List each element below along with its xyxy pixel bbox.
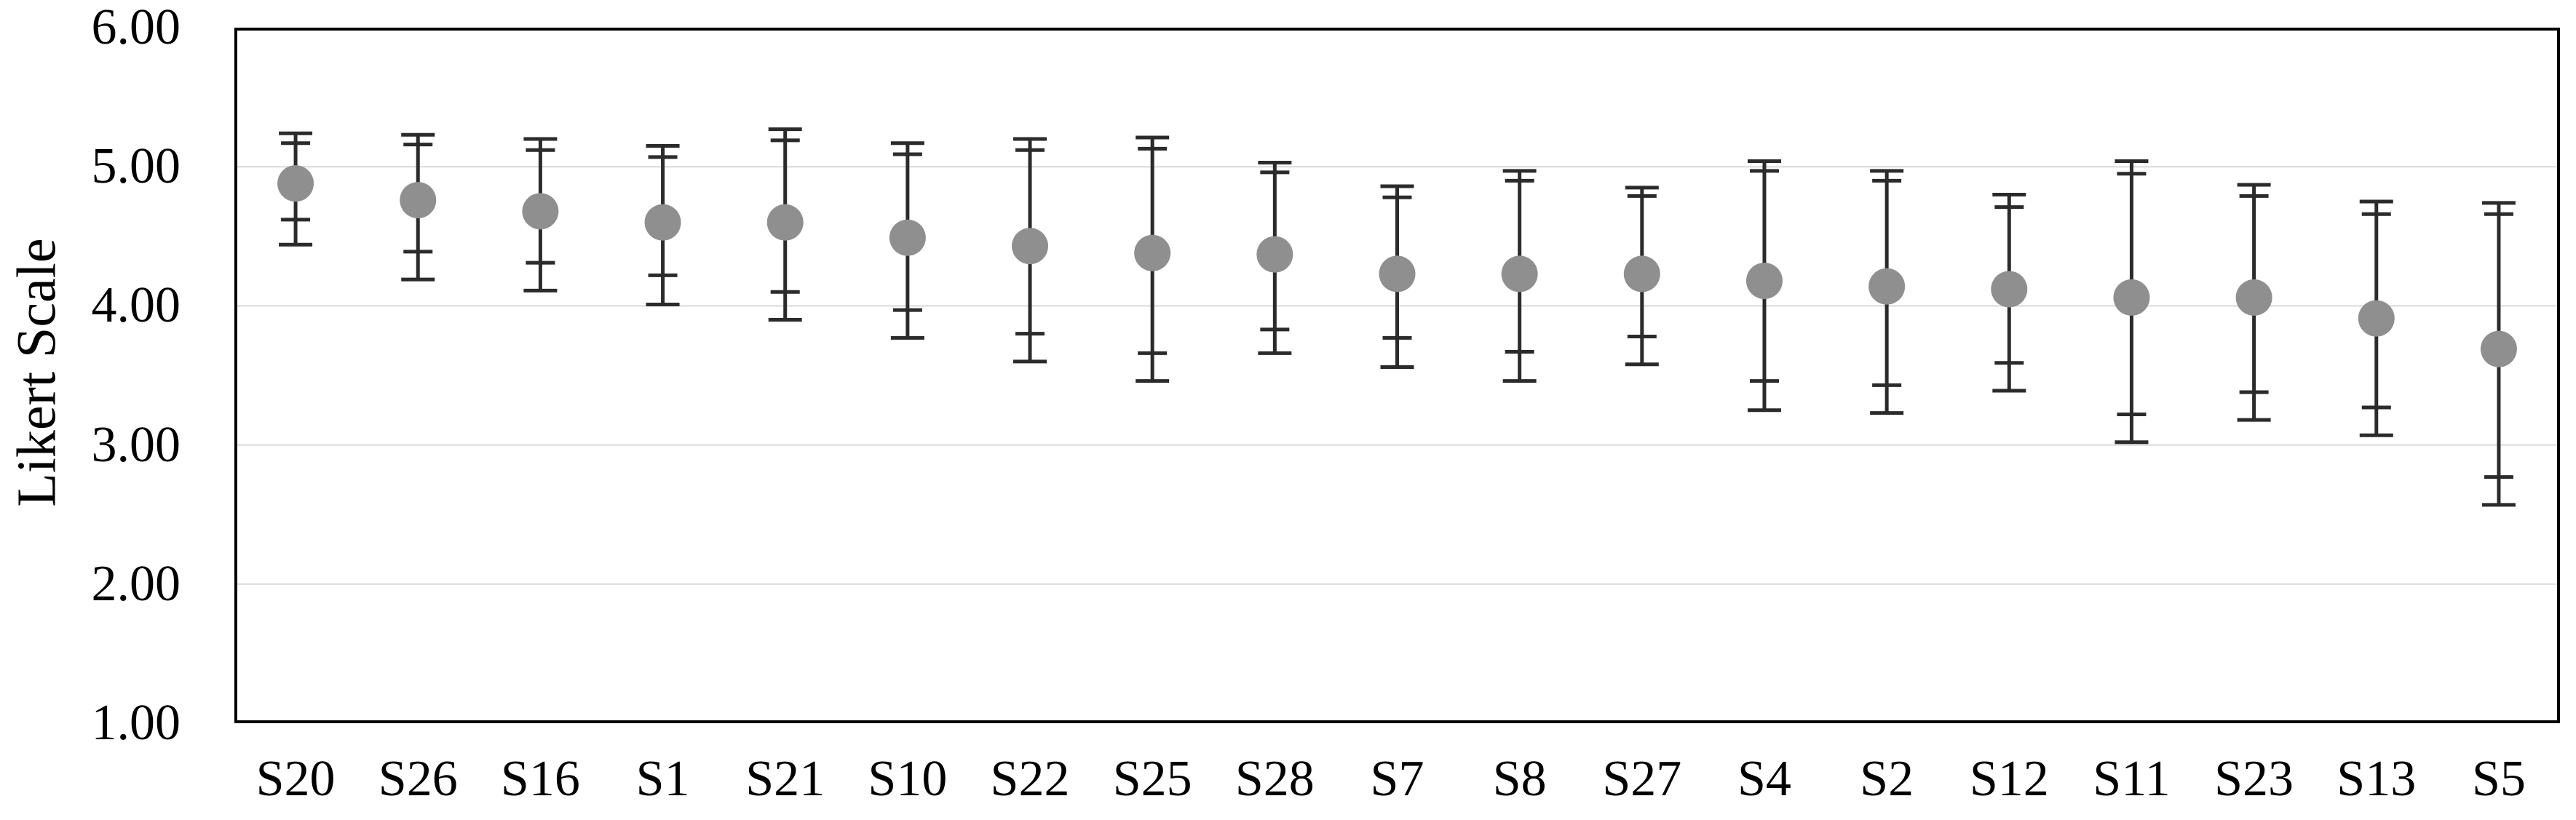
data-point-marker-S27 bbox=[1623, 255, 1660, 292]
x-tick-label-S20: S20 bbox=[255, 751, 336, 807]
x-tick-label-S23: S23 bbox=[2214, 751, 2294, 807]
x-tick-label-S2: S2 bbox=[1860, 751, 1914, 807]
x-tick-label-S4: S4 bbox=[1737, 751, 1791, 807]
y-tick-label: 6.00 bbox=[91, 0, 181, 55]
data-point-marker-S21 bbox=[766, 204, 804, 241]
x-tick-label-S12: S12 bbox=[1969, 751, 2049, 807]
y-tick-label: 4.00 bbox=[91, 277, 181, 334]
data-point-marker-S8 bbox=[1501, 255, 1538, 292]
x-tick-label-S7: S7 bbox=[1370, 751, 1424, 807]
data-point-marker-S11 bbox=[2113, 279, 2150, 316]
data-point-marker-S20 bbox=[277, 165, 314, 202]
data-point-marker-S1 bbox=[644, 204, 681, 241]
x-tick-label-S13: S13 bbox=[2337, 751, 2417, 807]
y-tick-label: 5.00 bbox=[91, 138, 181, 195]
data-point-marker-S10 bbox=[889, 219, 926, 256]
x-tick-label-S8: S8 bbox=[1492, 751, 1547, 807]
plot-canvas bbox=[234, 28, 2560, 723]
plot-area bbox=[234, 28, 2560, 723]
data-point-marker-S4 bbox=[1745, 262, 1783, 299]
x-tick-label-S27: S27 bbox=[1602, 751, 1682, 807]
y-tick-label: 1.00 bbox=[91, 695, 181, 751]
data-point-marker-S13 bbox=[2358, 300, 2395, 337]
y-tick-label: 2.00 bbox=[91, 555, 181, 612]
data-point-marker-S16 bbox=[522, 193, 559, 230]
x-tick-label-S5: S5 bbox=[2471, 751, 2526, 807]
data-point-marker-S7 bbox=[1379, 255, 1416, 292]
data-point-marker-S5 bbox=[2480, 330, 2517, 367]
x-tick-label-S21: S21 bbox=[745, 751, 825, 807]
x-tick-label-S22: S22 bbox=[990, 751, 1070, 807]
data-point-marker-S25 bbox=[1134, 234, 1171, 271]
data-point-marker-S2 bbox=[1868, 268, 1906, 305]
x-tick-label-S11: S11 bbox=[2093, 751, 2171, 807]
x-tick-label-S25: S25 bbox=[1112, 751, 1192, 807]
y-tick-label: 3.00 bbox=[91, 416, 181, 473]
x-tick-label-S26: S26 bbox=[378, 751, 458, 807]
data-point-marker-S12 bbox=[1991, 271, 2028, 308]
data-point-marker-S22 bbox=[1012, 228, 1049, 265]
x-tick-label-S16: S16 bbox=[500, 751, 580, 807]
x-tick-label-S28: S28 bbox=[1235, 751, 1315, 807]
data-point-marker-S28 bbox=[1256, 236, 1293, 273]
x-tick-label-S1: S1 bbox=[635, 751, 690, 807]
x-tick-label-S10: S10 bbox=[868, 751, 948, 807]
plot-frame bbox=[234, 28, 2560, 723]
data-point-marker-S26 bbox=[400, 182, 437, 219]
data-point-marker-S23 bbox=[2235, 279, 2272, 316]
